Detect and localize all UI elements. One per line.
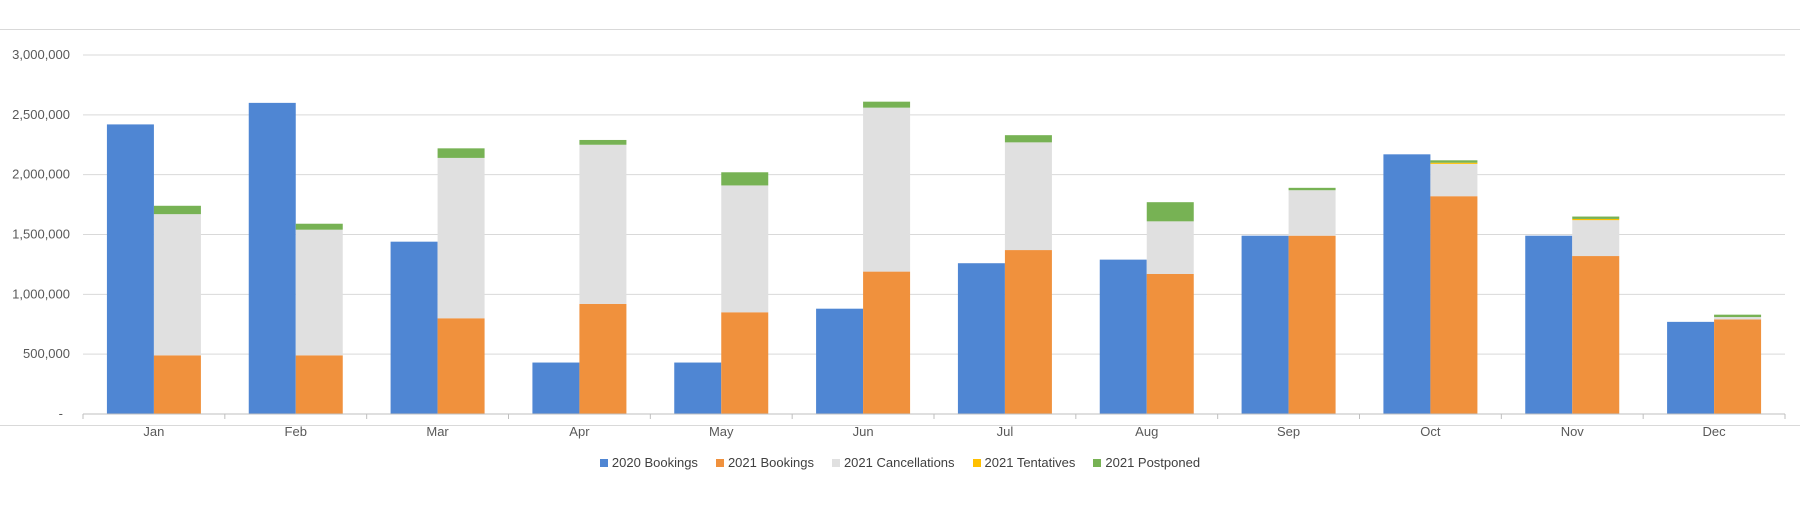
- legend-label: 2021 Cancellations: [843, 455, 955, 470]
- bar-2020-bookings: [106, 124, 154, 414]
- bar-2021-postponed: [1714, 314, 1762, 318]
- bar-2021-bookings: [437, 318, 485, 414]
- x-tick-label: Dec: [1703, 424, 1727, 439]
- top-border: [0, 29, 1800, 30]
- bar-2021-cancellations: [1288, 190, 1336, 236]
- bar-2021-cancellations: [437, 157, 485, 319]
- legend-label: 2021 Postponed: [1105, 455, 1201, 470]
- bar-2021-bookings: [1004, 250, 1052, 414]
- bar-2021-bookings: [1572, 256, 1620, 414]
- x-tick-label: Jun: [853, 424, 874, 439]
- bars: [106, 101, 1762, 414]
- bar-2021-cancellations: [1146, 221, 1194, 274]
- legend-swatch: [831, 458, 840, 467]
- y-tick-label: 2,000,000: [12, 167, 70, 182]
- x-tick-label: Aug: [1135, 424, 1158, 439]
- y-tick-label: 2,500,000: [12, 107, 70, 122]
- bar-2020-bookings: [390, 241, 438, 414]
- bar-2020-bookings: [1525, 235, 1573, 414]
- bar-2021-bookings: [153, 355, 201, 414]
- legend-swatch: [972, 458, 981, 467]
- bar-2021-bookings: [721, 312, 769, 414]
- bar-2021-postponed: [863, 101, 911, 108]
- legend-item: 2020 Bookings: [599, 455, 698, 470]
- bar-2021-postponed: [1430, 160, 1478, 163]
- bar-2021-postponed: [721, 172, 769, 186]
- x-tick-label: Nov: [1561, 424, 1585, 439]
- y-tick-label: 1,500,000: [12, 227, 70, 242]
- bar-2020-bookings: [1383, 154, 1431, 414]
- legend: 2020 Bookings 2021 Bookings 2021 Cancellat…: [0, 455, 1800, 470]
- bar-2021-cancellations: [1572, 220, 1620, 257]
- legend-swatch: [1093, 458, 1102, 467]
- x-tick-label: Jul: [997, 424, 1014, 439]
- legend-swatch: [599, 458, 608, 467]
- bar-2020-bookings: [248, 102, 296, 414]
- x-axis-ticks: Jan Feb Mar Apr May Jun Jul Aug Sep Oct Nov Dec: [143, 424, 1726, 439]
- bar-2021-postponed: [1572, 216, 1620, 219]
- bar-2021-bookings: [1288, 235, 1336, 414]
- x-axis: [82, 413, 1786, 419]
- bar-2021-cancellations: [295, 229, 343, 356]
- x-tick-label: Feb: [285, 424, 307, 439]
- bar-2021-postponed: [437, 148, 485, 158]
- bar-2021-cancellations: [863, 107, 911, 272]
- bar-2021-bookings: [1714, 319, 1762, 414]
- legend-label: 2020 Bookings: [611, 455, 698, 470]
- bar-2021-postponed: [153, 205, 201, 215]
- legend-item: 2021 Cancellations: [831, 455, 955, 470]
- bar-2020-bookings: [532, 362, 580, 414]
- bar-2021-bookings: [863, 271, 911, 414]
- legend-item: 2021 Tentatives: [972, 455, 1076, 470]
- x-tick-label: Jan: [143, 424, 164, 439]
- bar-2020-bookings: [1667, 321, 1715, 414]
- bar-2021-tentatives: [1572, 218, 1620, 221]
- x-tick-label: Mar: [426, 424, 449, 439]
- x-tick-label: May: [709, 424, 734, 439]
- y-tick-label: 500,000: [23, 346, 70, 361]
- legend-label: 2021 Bookings: [727, 455, 814, 470]
- bar-2021-bookings: [1430, 196, 1478, 414]
- bar-2021-postponed: [1288, 187, 1336, 191]
- y-axis-ticks: - 500,000 1,000,000 1,500,000 2,000,000 2,500…: [12, 47, 70, 421]
- y-tick-label: 3,000,000: [12, 47, 70, 62]
- x-tick-label: Oct: [1420, 424, 1441, 439]
- bar-2020-bookings: [674, 362, 722, 414]
- bar-2021-bookings: [579, 303, 627, 414]
- bar-2020-bookings: [1099, 259, 1147, 414]
- bar-2021-cancellations: [579, 144, 627, 304]
- bar-2021-cancellations: [721, 185, 769, 313]
- legend-item: 2021 Bookings: [715, 455, 814, 470]
- bar-2021-tentatives: [1430, 162, 1478, 164]
- bar-2021-cancellations: [1004, 142, 1052, 251]
- bar-2021-cancellations: [1430, 163, 1478, 197]
- legend-item: 2021 Postponed: [1093, 455, 1200, 470]
- x-tick-label: Apr: [569, 424, 590, 439]
- bar-2021-cancellations: [153, 214, 201, 356]
- bar-2021-bookings: [1146, 273, 1194, 414]
- bar-2021-postponed: [1004, 135, 1052, 143]
- gridlines: [83, 54, 1785, 355]
- bar-2021-postponed: [295, 223, 343, 230]
- bar-2021-cancellations: [1714, 317, 1762, 320]
- x-tick-label: Sep: [1277, 424, 1300, 439]
- y-tick-label: 1,000,000: [12, 286, 70, 301]
- bottom-border: [0, 425, 1800, 426]
- bar-2021-postponed: [579, 139, 627, 145]
- legend-label: 2021 Tentatives: [984, 455, 1076, 470]
- bar-2020-bookings: [816, 308, 864, 414]
- bar-2020-bookings: [957, 263, 1005, 414]
- y-tick-label: -: [59, 406, 63, 421]
- bar-2020-bookings: [1241, 235, 1289, 414]
- bar-2021-postponed: [1146, 202, 1194, 222]
- legend-swatch: [715, 458, 724, 467]
- bar-2021-bookings: [295, 355, 343, 414]
